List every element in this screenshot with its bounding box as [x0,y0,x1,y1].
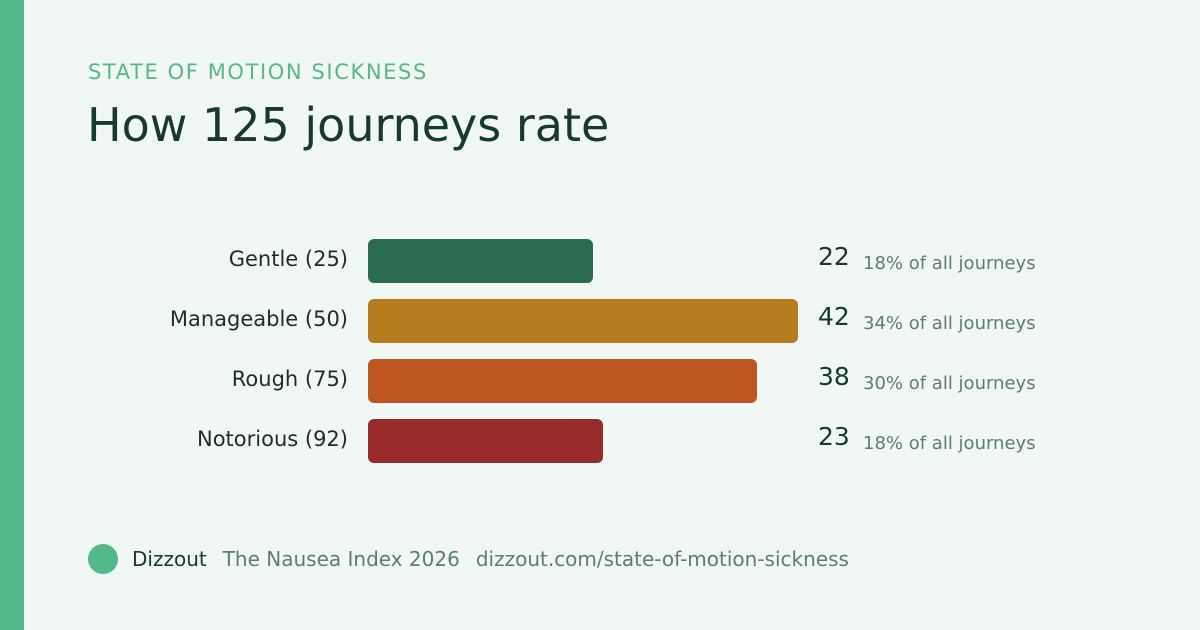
bar [368,359,757,403]
report-url[interactable]: dizzout.com/state-of-motion-sickness [475,547,849,571]
report-name: The Nausea Index 2026 [222,547,460,571]
bar [368,419,603,463]
bar [368,239,593,283]
value-label: 42 [818,302,850,331]
category-label: Notorious (92) [197,427,348,451]
brand-name: Dizzout [132,547,207,571]
brand-logo-icon [88,544,118,574]
bar [368,299,798,343]
share-label: 18% of all journeys [863,253,1036,274]
share-label: 34% of all journeys [863,313,1036,334]
accent-stripe [0,0,24,630]
category-label: Manageable (50) [169,307,348,331]
share-label: 18% of all journeys [863,433,1036,454]
share-label: 30% of all journeys [863,373,1036,394]
footer: Dizzout The Nausea Index 2026 dizzout.co… [88,543,865,575]
page-title: How 125 journeys rate [87,98,610,152]
value-label: 38 [818,362,850,391]
value-label: 23 [818,422,850,451]
eyebrow-label: STATE OF MOTION SICKNESS [88,60,428,84]
category-label: Rough (75) [231,367,348,391]
category-label: Gentle (25) [228,247,348,271]
value-label: 22 [818,242,850,271]
